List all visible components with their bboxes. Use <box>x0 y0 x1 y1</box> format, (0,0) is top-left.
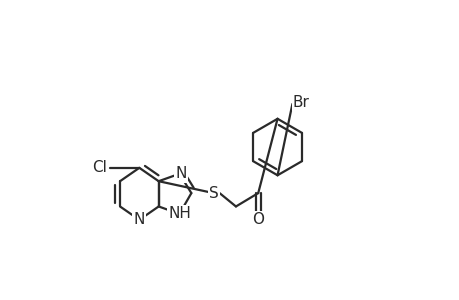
Text: O: O <box>252 212 263 227</box>
Text: N: N <box>175 166 186 181</box>
Text: Cl: Cl <box>92 160 107 175</box>
Text: Br: Br <box>292 95 309 110</box>
Text: NH: NH <box>168 206 190 221</box>
Text: N: N <box>134 212 145 227</box>
Text: S: S <box>208 186 218 201</box>
